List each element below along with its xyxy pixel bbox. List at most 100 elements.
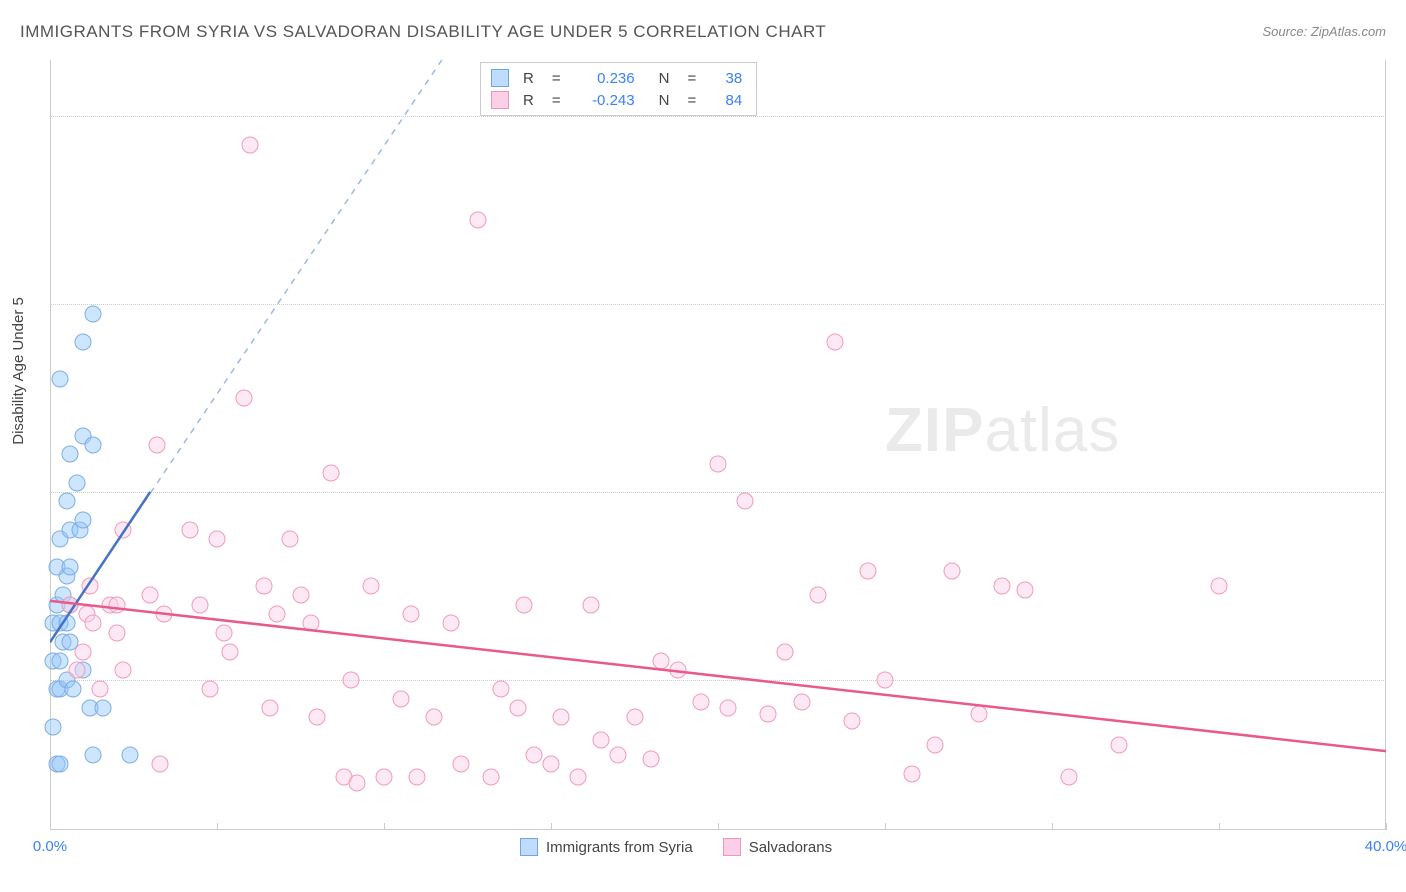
legend-series: Immigrants from SyriaSalvadorans [520, 838, 832, 856]
x-tick [384, 823, 385, 830]
scatter-point [85, 746, 102, 763]
scatter-point [45, 718, 62, 735]
scatter-point [215, 624, 232, 641]
watermark-bold: ZIP [885, 396, 984, 465]
scatter-point [643, 750, 660, 767]
scatter-point [1110, 737, 1127, 754]
scatter-point [843, 713, 860, 730]
scatter-point [209, 530, 226, 547]
scatter-point [222, 643, 239, 660]
scatter-point [58, 615, 75, 632]
scatter-point [52, 756, 69, 773]
scatter-point [469, 211, 486, 228]
scatter-point [235, 390, 252, 407]
legend-swatch [491, 69, 509, 87]
scatter-point [322, 465, 339, 482]
legend-eq: = [687, 70, 696, 87]
scatter-point [569, 769, 586, 786]
scatter-point [492, 681, 509, 698]
legend-series-label: Salvadorans [749, 839, 832, 856]
scatter-point [85, 437, 102, 454]
legend-series-item: Salvadorans [723, 838, 832, 856]
scatter-point [392, 690, 409, 707]
scatter-point [155, 606, 172, 623]
scatter-point [993, 577, 1010, 594]
x-tick-label: 0.0% [33, 838, 67, 855]
scatter-point [148, 437, 165, 454]
scatter-point [736, 493, 753, 510]
x-tick [217, 823, 218, 830]
scatter-point [826, 333, 843, 350]
scatter-point [760, 705, 777, 722]
scatter-point [262, 699, 279, 716]
scatter-point [282, 530, 299, 547]
legend-correlation-row: R=-0.243N=84 [491, 91, 742, 109]
scatter-point [65, 681, 82, 698]
scatter-point [362, 577, 379, 594]
scatter-point [302, 615, 319, 632]
gridline-horizontal [50, 304, 1386, 305]
scatter-point [75, 333, 92, 350]
scatter-point [75, 643, 92, 660]
scatter-point [68, 474, 85, 491]
watermark-light: atlas [984, 396, 1120, 465]
legend-N-label: N [659, 70, 670, 87]
scatter-point [710, 455, 727, 472]
scatter-point [810, 587, 827, 604]
gridline-horizontal [50, 492, 1386, 493]
legend-correlation: R=0.236N=38R=-0.243N=84 [480, 62, 757, 116]
x-tick [1052, 823, 1053, 830]
scatter-point [82, 577, 99, 594]
scatter-point [349, 775, 366, 792]
scatter-point [242, 136, 259, 153]
scatter-point [58, 493, 75, 510]
scatter-point [442, 615, 459, 632]
legend-N-value: 38 [710, 70, 742, 87]
scatter-point [653, 652, 670, 669]
legend-R-label: R [523, 70, 534, 87]
scatter-point [526, 746, 543, 763]
scatter-point [152, 756, 169, 773]
scatter-point [62, 446, 79, 463]
legend-R-value: 0.236 [575, 70, 635, 87]
scatter-point [269, 606, 286, 623]
scatter-point [409, 769, 426, 786]
scatter-point [482, 769, 499, 786]
scatter-point [903, 765, 920, 782]
scatter-point [543, 756, 560, 773]
scatter-point [1211, 577, 1228, 594]
scatter-point [583, 596, 600, 613]
scatter-point [860, 562, 877, 579]
plot-area [50, 60, 1386, 830]
scatter-point [92, 681, 109, 698]
scatter-point [452, 756, 469, 773]
scatter-point [626, 709, 643, 726]
legend-swatch [491, 91, 509, 109]
scatter-point [309, 709, 326, 726]
scatter-point [669, 662, 686, 679]
legend-swatch [723, 838, 741, 856]
scatter-point [108, 596, 125, 613]
scatter-point [402, 606, 419, 623]
scatter-point [142, 587, 159, 604]
watermark: ZIPatlas [885, 395, 1120, 466]
x-tick [1219, 823, 1220, 830]
scatter-point [255, 577, 272, 594]
legend-R-value: -0.243 [575, 92, 635, 109]
legend-eq: = [552, 92, 561, 109]
scatter-point [62, 559, 79, 576]
scatter-point [85, 305, 102, 322]
scatter-point [292, 587, 309, 604]
scatter-point [1060, 769, 1077, 786]
scatter-point [115, 521, 132, 538]
x-tick [551, 823, 552, 830]
scatter-point [609, 746, 626, 763]
scatter-point [970, 705, 987, 722]
scatter-point [877, 671, 894, 688]
scatter-point [192, 596, 209, 613]
scatter-point [75, 512, 92, 529]
scatter-point [52, 652, 69, 669]
x-tick [1386, 823, 1387, 830]
x-tick [718, 823, 719, 830]
x-tick-label: 40.0% [1365, 838, 1406, 855]
